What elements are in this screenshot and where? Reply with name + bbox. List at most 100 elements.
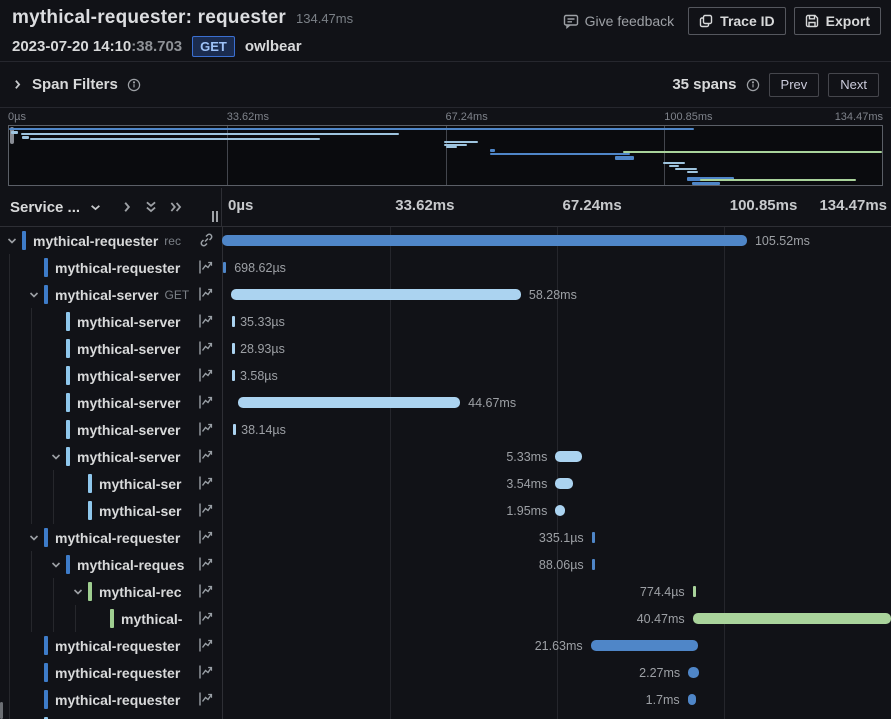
chart-line-icon[interactable] (197, 421, 215, 437)
minimap-tick-label: 134.47ms (834, 111, 883, 123)
span-name: mythical-server (55, 286, 159, 303)
span-filters-toggle[interactable]: Span Filters (12, 76, 141, 93)
chart-line-icon[interactable] (197, 610, 215, 626)
span-duration-bar[interactable] (237, 397, 461, 408)
span-duration-bar[interactable] (231, 370, 235, 381)
span-duration-label: 1.7ms (645, 693, 680, 707)
trace-id-button[interactable]: Trace ID (688, 7, 786, 35)
tree-guide (53, 578, 54, 605)
chart-line-icon[interactable] (197, 475, 215, 491)
chart-line-icon[interactable] (197, 367, 215, 383)
chart-line-icon[interactable] (197, 313, 215, 329)
chart-line-icon[interactable] (197, 583, 215, 599)
span-duration-bar[interactable] (590, 640, 699, 651)
span-operation: GET (164, 287, 190, 302)
info-icon[interactable] (127, 78, 141, 92)
double-chevron-down-icon[interactable] (143, 198, 159, 216)
chart-line-icon[interactable] (197, 394, 215, 410)
span-duration-bar[interactable] (687, 694, 697, 705)
tree-guide (31, 362, 32, 389)
chart-line-icon[interactable] (197, 259, 215, 275)
span-timeline-cell: 21.63ms (222, 632, 891, 659)
span-row[interactable]: mythical-server 44.67ms (0, 389, 891, 416)
chart-line-icon[interactable] (197, 691, 215, 707)
span-row[interactable]: mythical-requester 1.7ms (0, 686, 891, 713)
expand-one-icon[interactable] (119, 199, 135, 215)
chevron-down-icon[interactable] (88, 200, 103, 215)
span-duration-bar[interactable] (231, 343, 235, 354)
minimap-span (9, 128, 694, 130)
service-color-bar (44, 717, 48, 719)
span-row[interactable]: mythical-server 28.93µs (0, 335, 891, 362)
chart-line-icon[interactable] (197, 286, 215, 302)
next-button[interactable]: Next (828, 72, 879, 97)
minimap-scrubber-handle[interactable] (10, 127, 14, 144)
span-row[interactable]: mythical-requester rec 105.52ms (0, 227, 891, 254)
timeline-tick-label: 33.62ms (395, 197, 455, 214)
prev-button[interactable]: Prev (768, 72, 820, 97)
export-button[interactable]: Export (793, 7, 881, 35)
chart-line-icon[interactable] (197, 664, 215, 680)
span-duration-bar[interactable] (692, 586, 697, 597)
service-column-header: Service ... (0, 188, 222, 226)
link-icon[interactable] (198, 232, 215, 248)
save-icon (805, 14, 819, 28)
chevron-down-icon[interactable] (51, 560, 61, 570)
span-row[interactable]: mythical-server GET 58.28ms (0, 281, 891, 308)
span-duration-bar[interactable] (222, 235, 747, 246)
span-row[interactable]: mythical-ser 1.95ms (0, 497, 891, 524)
chart-line-icon[interactable] (197, 637, 215, 653)
span-row[interactable]: mythical-ser 3.54ms (0, 470, 891, 497)
span-name: mythical- (121, 610, 183, 627)
span-row[interactable]: mythical-requester 335.1µs (0, 524, 891, 551)
chevron-down-icon[interactable] (29, 290, 39, 300)
column-resize-handle[interactable] (212, 211, 218, 222)
span-duration-bar[interactable] (231, 316, 235, 327)
span-row[interactable]: mythical-requester 21.63ms (0, 632, 891, 659)
chevron-down-icon[interactable] (51, 452, 61, 462)
span-row[interactable]: mythical-requester 2.27ms (0, 659, 891, 686)
timeline-tick-label: 134.47ms (819, 197, 887, 214)
span-row[interactable] (0, 713, 891, 719)
span-row[interactable]: mythical-rec 774.4µs (0, 578, 891, 605)
service-color-bar (44, 690, 48, 709)
span-name-cell: mythical-requester (0, 254, 222, 281)
span-row[interactable]: mythical-reques 88.06µs (0, 551, 891, 578)
span-row[interactable]: mythical-requester 698.62µs (0, 254, 891, 281)
span-duration-bar[interactable] (591, 559, 595, 570)
scrollbar-thumb[interactable] (0, 702, 3, 719)
info-icon[interactable] (746, 78, 760, 92)
span-duration-bar[interactable] (232, 424, 236, 435)
service-color-bar (66, 312, 70, 331)
span-row[interactable]: mythical- 40.47ms (0, 605, 891, 632)
span-duration-bar[interactable] (555, 505, 566, 516)
chart-line-icon[interactable] (197, 556, 215, 572)
span-filters-label: Span Filters (32, 76, 118, 93)
span-name-wrap: mythical-requester (55, 254, 190, 281)
chart-line-icon[interactable] (197, 529, 215, 545)
span-row[interactable]: mythical-server 5.33ms (0, 443, 891, 470)
span-duration-bar[interactable] (555, 451, 582, 462)
span-duration-bar[interactable] (692, 613, 891, 624)
span-duration-bar[interactable] (555, 478, 573, 489)
span-row[interactable]: mythical-server 38.14µs (0, 416, 891, 443)
span-duration-bar[interactable] (591, 532, 595, 543)
span-duration-bar[interactable] (230, 289, 521, 300)
double-chevron-right-icon[interactable] (167, 199, 185, 215)
service-color-bar (44, 285, 48, 304)
chart-line-icon[interactable] (197, 502, 215, 518)
span-duration-bar[interactable] (688, 667, 700, 678)
timeline-tick-label: 100.85ms (729, 197, 798, 214)
give-feedback-button[interactable]: Give feedback (557, 9, 681, 33)
chevron-down-icon[interactable] (29, 533, 39, 543)
minimap-canvas[interactable] (8, 125, 883, 186)
span-row[interactable]: mythical-server 3.58µs (0, 362, 891, 389)
span-row[interactable]: mythical-server 35.33µs (0, 308, 891, 335)
chevron-down-icon[interactable] (7, 236, 17, 246)
chevron-down-icon[interactable] (73, 587, 83, 597)
span-name-cell: mythical-requester rec (0, 227, 222, 254)
span-duration-bar[interactable] (222, 262, 227, 273)
chart-line-icon[interactable] (197, 448, 215, 464)
span-name-wrap: mythical-rec (99, 578, 190, 605)
chart-line-icon[interactable] (197, 340, 215, 356)
